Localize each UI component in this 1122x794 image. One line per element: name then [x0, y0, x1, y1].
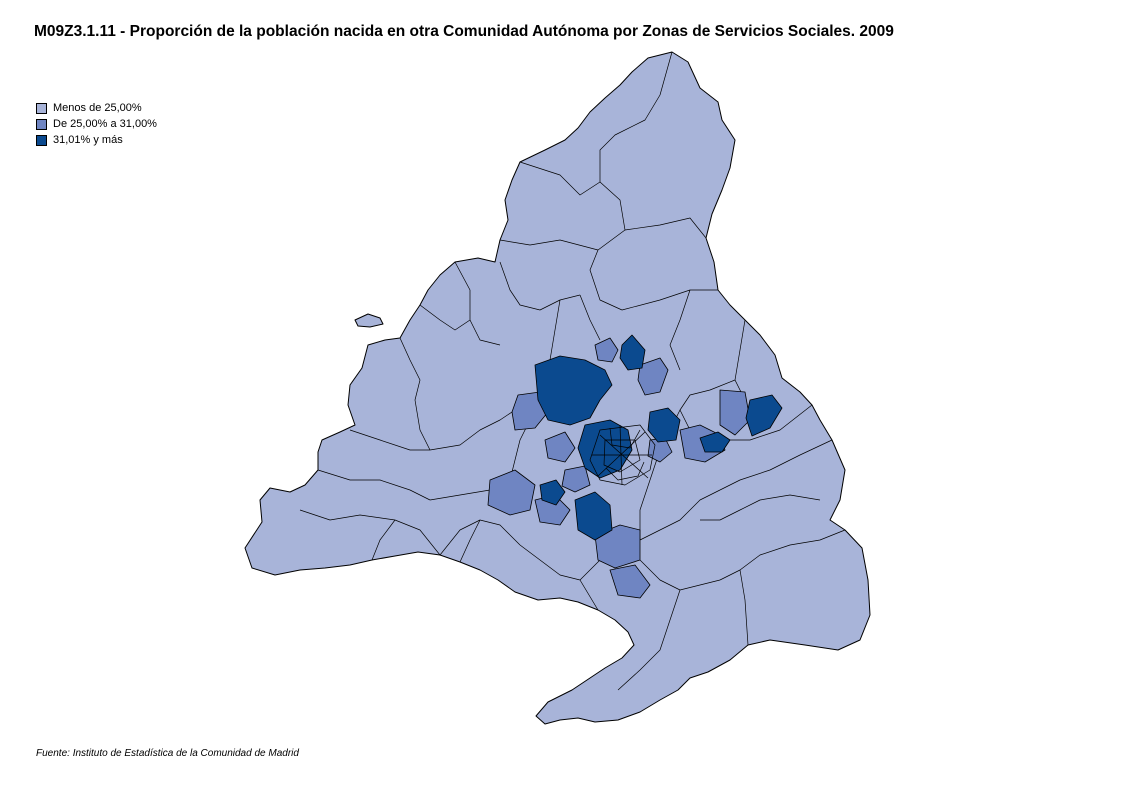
- legend: Menos de 25,00% De 25,00% a 31,00% 31,01…: [36, 100, 157, 148]
- legend-swatch-low: [36, 102, 47, 114]
- madrid-city-districts: [589, 424, 656, 486]
- legend-label-mid: De 25,00% a 31,00%: [53, 118, 157, 130]
- map-title: M09Z3.1.11 - Proporción de la población …: [34, 23, 894, 40]
- legend-item-mid: De 25,00% a 31,00%: [36, 116, 157, 132]
- zone-boundaries: [299, 51, 846, 691]
- legend-label-high: 31,01% y más: [53, 134, 123, 146]
- legend-item-low: Menos de 25,00%: [36, 100, 157, 116]
- source-note: Fuente: Instituto de Estadística de la C…: [36, 748, 299, 759]
- legend-swatch-mid: [36, 118, 47, 130]
- region-island: [354, 313, 384, 328]
- legend-item-high: 31,01% y más: [36, 132, 157, 148]
- legend-label-low: Menos de 25,00%: [53, 102, 142, 114]
- legend-swatch-high: [36, 134, 47, 146]
